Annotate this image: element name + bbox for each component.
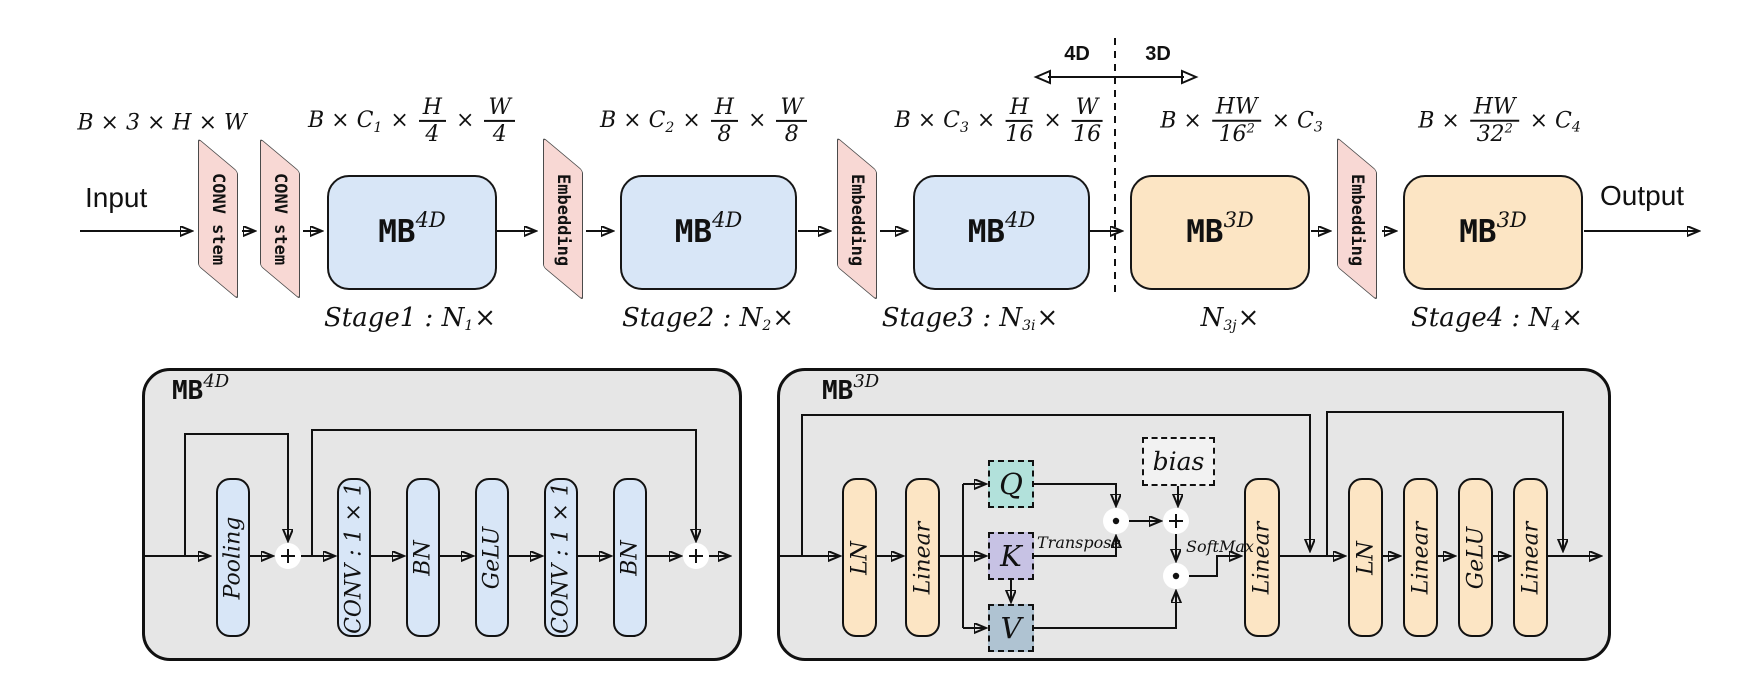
query-box: Q bbox=[988, 460, 1034, 508]
partition-4d-label: 4D bbox=[1064, 43, 1090, 65]
key-box: K bbox=[988, 532, 1034, 580]
mb4d-panel-title-sup: 4D bbox=[203, 371, 230, 392]
bn-block-2: BN bbox=[613, 478, 647, 637]
conv-stem-2-label: CONV stem bbox=[270, 172, 290, 266]
bn-block-1: BN bbox=[406, 478, 440, 637]
softmax-label: SoftMax bbox=[1186, 537, 1254, 556]
bias-label: bias bbox=[1152, 447, 1205, 476]
bias-box: bias bbox=[1142, 437, 1215, 486]
mb3d-sup: 3D bbox=[1496, 208, 1527, 232]
conv-stem-1-label: CONV stem bbox=[208, 172, 228, 266]
stage1-label: Stage1 : N 1 × bbox=[323, 303, 497, 334]
mb3d-panel-title: MB 3D bbox=[822, 373, 879, 406]
mb3d-base: MB bbox=[1186, 214, 1224, 250]
ln-label-2: LN bbox=[1353, 540, 1378, 575]
conv1x1-block-2: CONV : 1 × 1 bbox=[544, 478, 578, 637]
mb3d-base: MB bbox=[1459, 214, 1497, 250]
linear-label-1: Linear bbox=[910, 521, 935, 594]
stage4-label: Stage4 : N 4 × bbox=[1410, 303, 1584, 334]
right-arrowhead-icon bbox=[1181, 69, 1199, 85]
pooling-label: Pooling bbox=[220, 516, 246, 599]
mb4d-sup: 4D bbox=[712, 208, 743, 232]
mb4d-stage3-block: MB 4D bbox=[913, 175, 1090, 290]
mb4d-base: MB bbox=[674, 214, 713, 250]
embedding-2-label: Embedding bbox=[847, 173, 867, 267]
mb4d-stage2-block: MB 4D bbox=[620, 175, 797, 290]
mb4d-base: MB bbox=[378, 214, 416, 250]
query-label: Q bbox=[999, 467, 1023, 501]
linear-label-3: Linear bbox=[1518, 521, 1543, 594]
input-label: Input bbox=[85, 182, 148, 213]
mb4d-sup: 4D bbox=[1005, 208, 1036, 232]
output-label: Output bbox=[1600, 180, 1685, 211]
conv1x1-block-1: CONV : 1 × 1 bbox=[337, 478, 371, 637]
conv1x1-label-1: CONV : 1 × 1 bbox=[341, 481, 367, 634]
bn-label-1: BN bbox=[410, 539, 436, 576]
value-box: V bbox=[988, 604, 1034, 652]
mb4d-panel-title-base: MB bbox=[172, 376, 204, 406]
mb4d-base: MB bbox=[967, 214, 1006, 250]
linear-label-2: Linear bbox=[1408, 521, 1433, 594]
linear-block-1: Linear bbox=[905, 478, 940, 637]
stage2-label: Stage2 : N 2 × bbox=[621, 303, 795, 334]
ln-block-1: LN bbox=[842, 478, 877, 637]
attn-out-linear-label: Linear bbox=[1249, 521, 1275, 594]
conv1x1-label-2: CONV : 1 × 1 bbox=[548, 481, 574, 634]
pooling-block: Pooling bbox=[216, 478, 250, 637]
gelu-block-4d: GeLU bbox=[475, 478, 509, 637]
mb3d-panel-title-base: MB bbox=[822, 376, 854, 406]
linear-block-3: Linear bbox=[1513, 478, 1548, 637]
mb3d-stage3-block: MB 3D bbox=[1130, 175, 1310, 290]
gelu-block-3d: GeLU bbox=[1458, 478, 1493, 637]
left-arrowhead-icon bbox=[1033, 69, 1051, 85]
ln-label-1: LN bbox=[847, 540, 872, 575]
linear-block-2: Linear bbox=[1403, 478, 1438, 637]
bn-label-2: BN bbox=[617, 539, 643, 576]
gelu-label-3d: GeLU bbox=[1463, 526, 1488, 589]
stage3-label: Stage3 : N 3i × bbox=[881, 303, 1059, 334]
ln-block-2: LN bbox=[1348, 478, 1383, 637]
mb4d-stage1-block: MB 4D bbox=[327, 175, 497, 290]
embedding-1-label: Embedding bbox=[553, 173, 573, 267]
mb3d-stage4-block: MB 3D bbox=[1403, 175, 1583, 290]
stage3j-label: N 3j × bbox=[1200, 303, 1260, 334]
dim-label-input: B × 3 × H × W bbox=[77, 110, 247, 136]
mb3d-sup: 3D bbox=[1223, 208, 1254, 232]
attn-out-linear-block: Linear bbox=[1244, 478, 1280, 637]
value-label: V bbox=[1000, 611, 1022, 645]
gelu-label-4d: GeLU bbox=[479, 526, 505, 589]
transpose-label: Transpose bbox=[1037, 533, 1121, 552]
mb4d-panel-title: MB 4D bbox=[172, 373, 229, 406]
mb4d-sup: 4D bbox=[415, 208, 446, 232]
key-label: K bbox=[1000, 539, 1022, 573]
embedding-3-label: Embedding bbox=[1347, 173, 1367, 267]
partition-3d-label: 3D bbox=[1145, 43, 1171, 65]
mb3d-panel-title-sup: 3D bbox=[853, 371, 880, 392]
